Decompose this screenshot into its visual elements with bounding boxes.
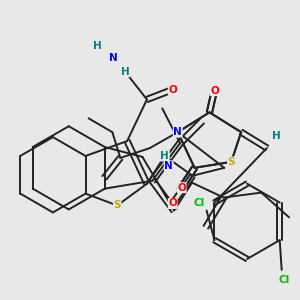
Text: H: H xyxy=(93,41,102,51)
Text: O: O xyxy=(168,85,177,94)
Text: O: O xyxy=(177,183,186,193)
Text: S: S xyxy=(227,157,235,167)
Text: S: S xyxy=(113,200,121,211)
Text: N: N xyxy=(173,127,182,137)
Text: N: N xyxy=(109,53,118,63)
Text: H: H xyxy=(121,67,130,77)
Text: Cl: Cl xyxy=(193,197,204,208)
Text: H: H xyxy=(272,131,281,141)
Text: O: O xyxy=(210,85,219,96)
Text: Cl: Cl xyxy=(278,275,289,285)
Text: N: N xyxy=(164,161,173,171)
Text: H: H xyxy=(160,151,169,161)
Text: O: O xyxy=(168,199,177,208)
